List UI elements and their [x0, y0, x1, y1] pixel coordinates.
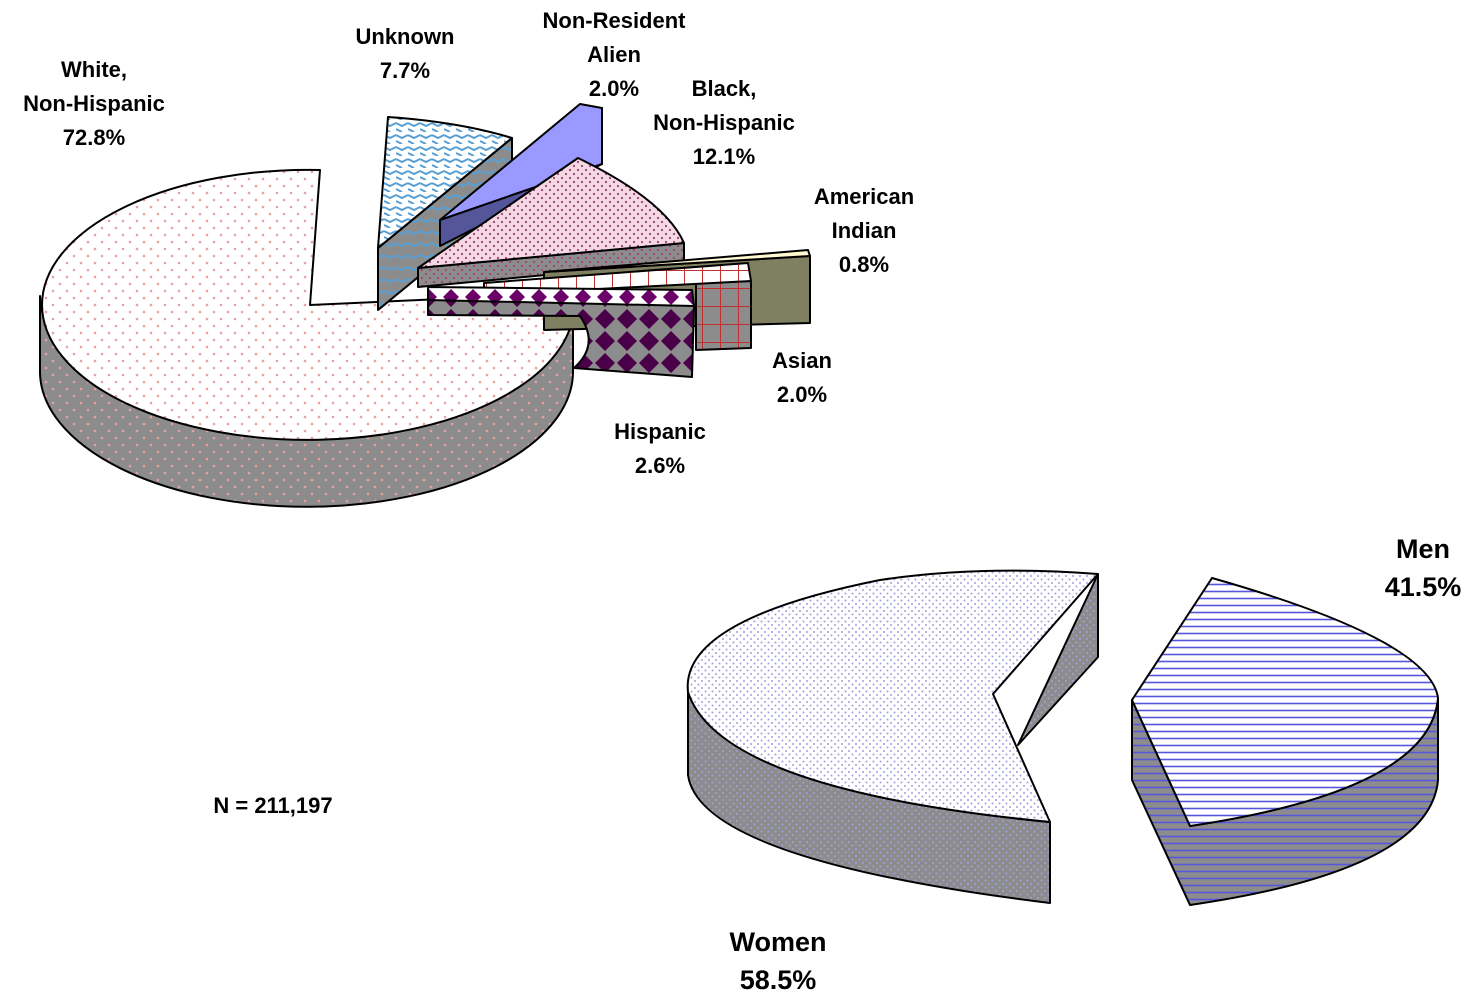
slice-label-hispanic: Hispanic 2.6%: [614, 419, 706, 478]
slice-label-men: Men 41.5%: [1385, 534, 1462, 602]
slice-men: [1131, 577, 1439, 906]
slice-label-non-resident-alien: Non-Resident Alien 2.0%: [543, 8, 687, 101]
slice-label-unknown: Unknown 7.7%: [356, 24, 455, 83]
slice-non-resident-alien: [439, 103, 603, 247]
gender-slice-labels: Women 58.5% Men 41.5%: [729, 534, 1461, 995]
slice-label-asian: Asian 2.0%: [772, 348, 832, 407]
ethnicity-pie: White, Non-Hispanic 72.8% Unknown 7.7% Non-Re…: [23, 8, 914, 818]
slice-asian: [483, 262, 752, 351]
slice-white-non-hispanic: [39, 168, 576, 508]
slice-label-white-non-hispanic: White, Non-Hispanic 72.8%: [23, 57, 165, 150]
slice-women: [686, 569, 1099, 904]
slice-label-women: Women 58.5%: [729, 927, 826, 995]
slice-label-black-non-hispanic: Black, Non-Hispanic 12.1%: [653, 76, 795, 169]
gender-pie: Women 58.5% Men 41.5%: [686, 534, 1461, 995]
slice-label-american-indian: American Indian 0.8%: [814, 184, 914, 277]
slice-hispanic: [427, 286, 695, 378]
ethnicity-slice-labels: White, Non-Hispanic 72.8% Unknown 7.7% Non-Re…: [23, 8, 914, 478]
population-count-note: N = 211,197: [213, 793, 332, 818]
